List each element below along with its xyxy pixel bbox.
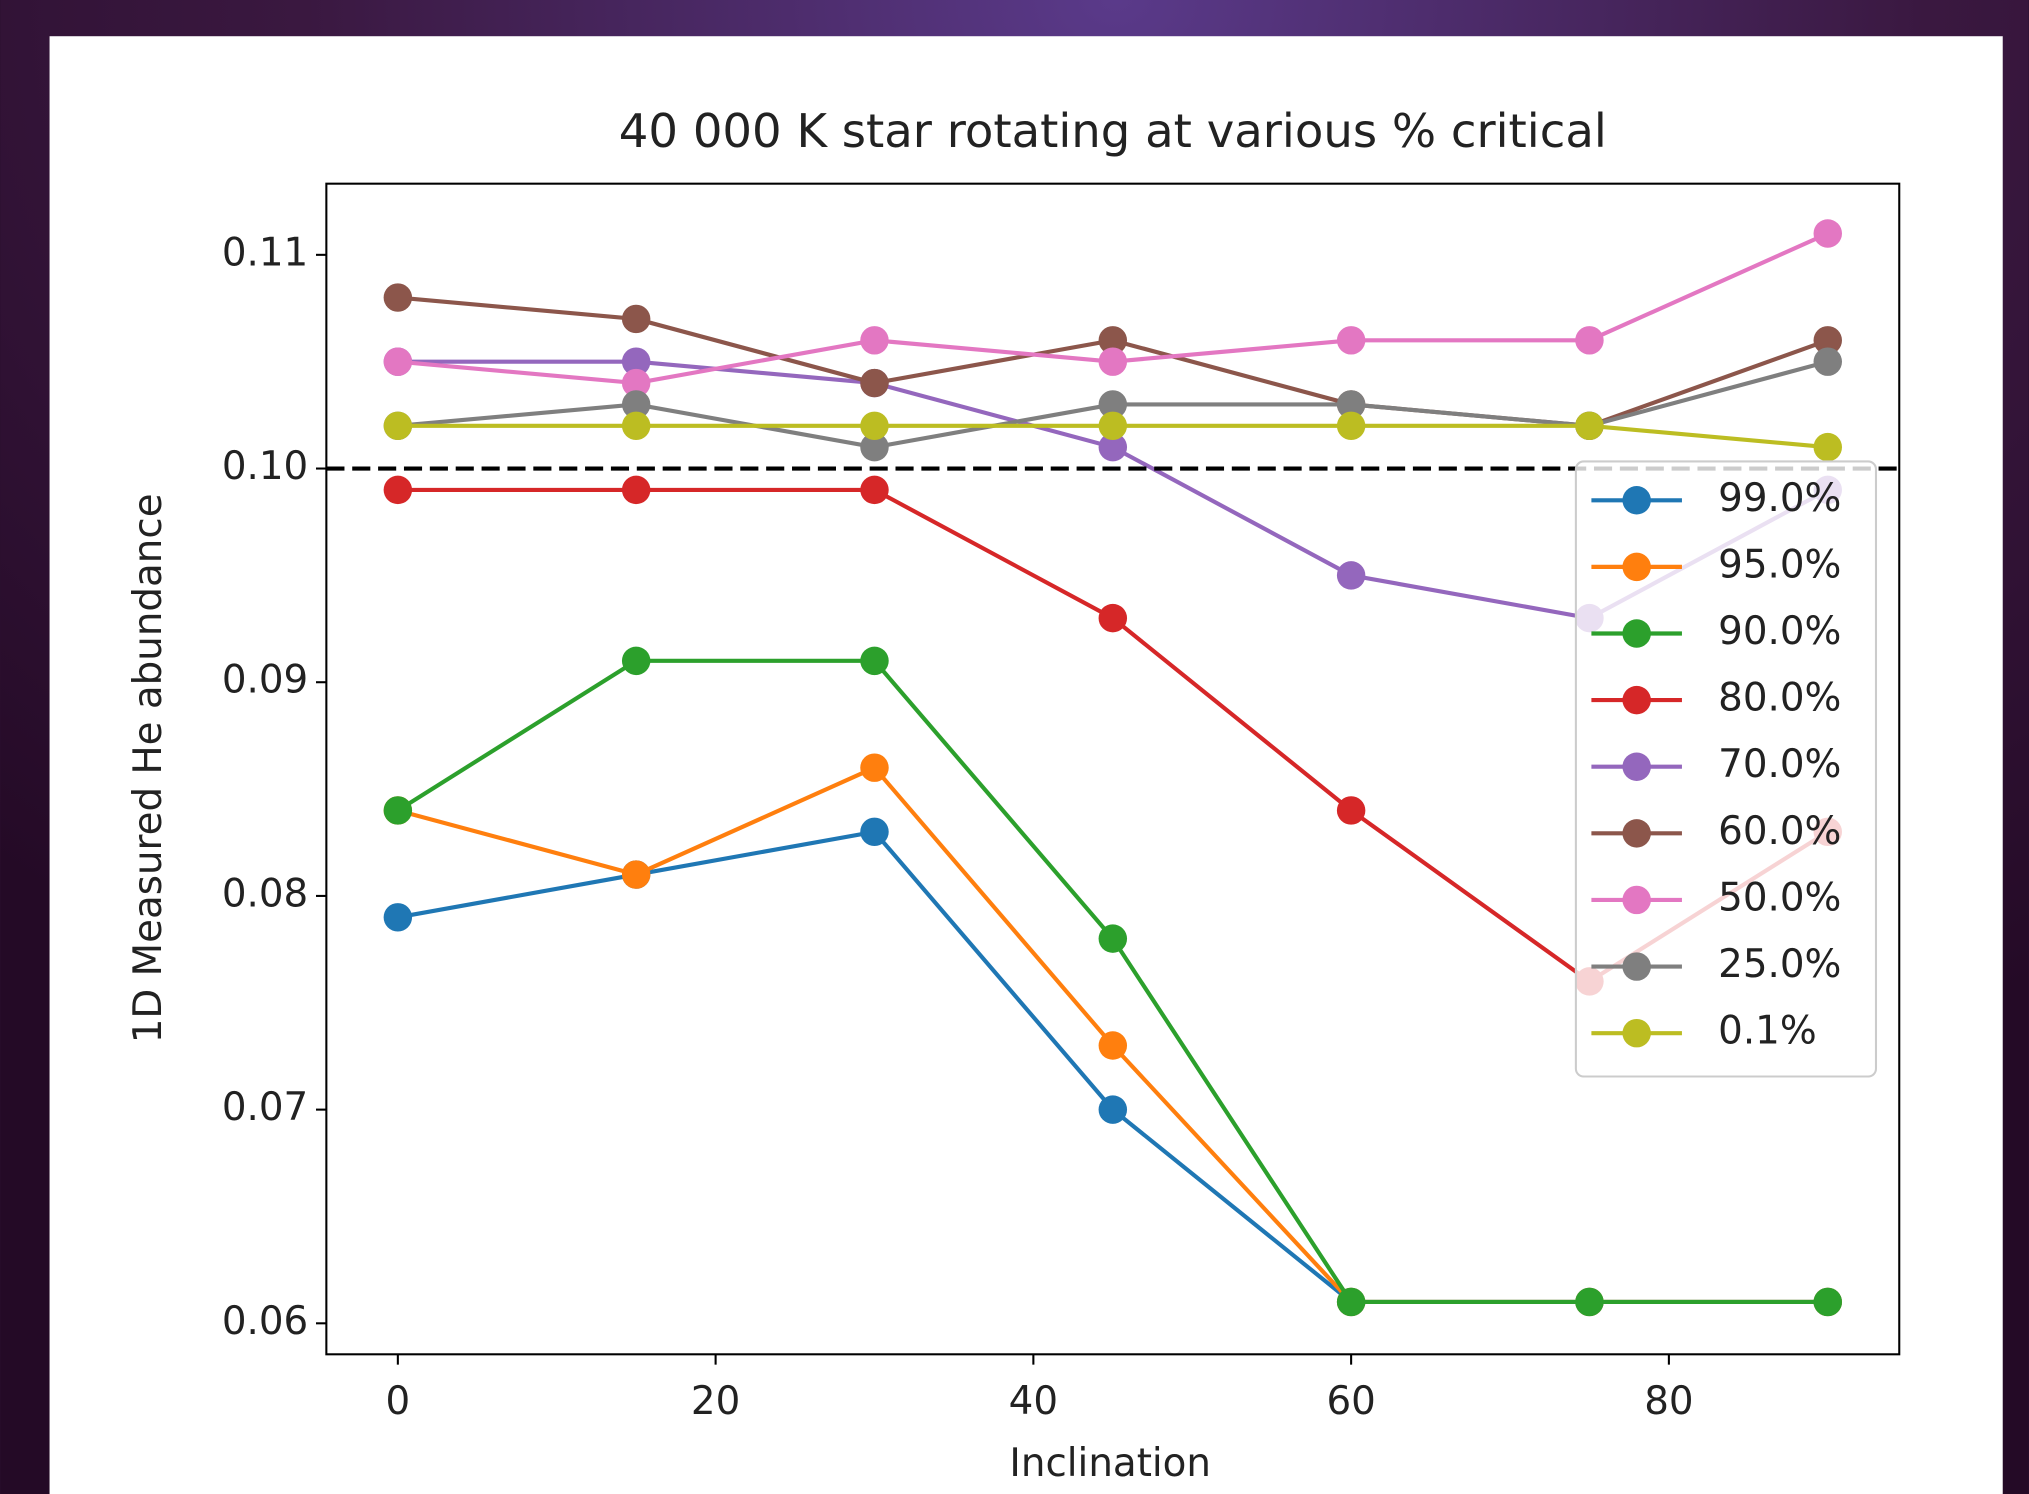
- series-marker: [621, 646, 651, 676]
- legend-label: 50.0%: [1718, 875, 1841, 920]
- series-marker: [1575, 411, 1604, 441]
- series-marker: [1098, 1095, 1128, 1124]
- series-marker: [1098, 603, 1128, 633]
- x-tick-label: 0: [386, 1379, 411, 1424]
- series-marker: [1336, 1287, 1366, 1317]
- legend-swatch-marker: [1622, 486, 1651, 515]
- legend-label: 70.0%: [1718, 742, 1841, 787]
- series-marker: [621, 390, 651, 419]
- series-marker: [860, 326, 889, 355]
- series-marker: [1575, 326, 1604, 355]
- series-marker: [1098, 924, 1128, 953]
- legend-swatch-marker: [1622, 952, 1651, 981]
- x-tick-label: 60: [1326, 1379, 1375, 1424]
- series-marker: [621, 368, 651, 398]
- legend-label: 25.0%: [1718, 942, 1841, 987]
- legend-label: 95.0%: [1718, 542, 1841, 587]
- series-marker: [860, 368, 889, 398]
- y-tick-label: 0.09: [222, 658, 308, 703]
- y-tick-label: 0.07: [222, 1085, 308, 1130]
- series-marker: [621, 304, 651, 334]
- series-marker: [1813, 1287, 1842, 1317]
- y-axis-label: 1D Measured He abundance: [126, 493, 171, 1043]
- x-tick-label: 20: [691, 1379, 740, 1424]
- legend-swatch-marker: [1622, 819, 1651, 848]
- legend-label: 80.0%: [1718, 676, 1841, 721]
- series-marker: [860, 411, 889, 441]
- series-marker: [1098, 390, 1128, 419]
- series-marker: [1336, 561, 1366, 590]
- series-marker: [621, 347, 651, 376]
- series-marker: [1813, 432, 1842, 462]
- legend-swatch-marker: [1622, 752, 1651, 781]
- series-marker: [383, 796, 413, 825]
- chart-title: 40 000 K star rotating at various % crit…: [619, 104, 1607, 158]
- series-marker: [860, 817, 889, 847]
- series-marker: [1813, 219, 1842, 248]
- legend-swatch-marker: [1622, 552, 1651, 582]
- series-marker: [860, 432, 889, 462]
- series-marker: [860, 646, 889, 676]
- legend-label: 99.0%: [1718, 476, 1841, 521]
- series-marker: [1098, 411, 1128, 441]
- series-marker: [1575, 1287, 1604, 1317]
- x-axis-label: Inclination: [1009, 1441, 1211, 1486]
- series-marker: [860, 475, 889, 505]
- legend-swatch-marker: [1622, 619, 1651, 648]
- series-marker: [1813, 347, 1842, 376]
- series-marker: [1813, 326, 1842, 355]
- series-marker: [1098, 347, 1128, 376]
- y-tick-label: 0.11: [222, 230, 308, 275]
- x-tick-label: 40: [1009, 1379, 1058, 1424]
- series-marker: [860, 753, 889, 782]
- series-marker: [621, 475, 651, 505]
- series-marker: [1336, 411, 1366, 441]
- series-marker: [1336, 796, 1366, 825]
- legend-box: [1574, 460, 1878, 1078]
- series-marker: [1336, 390, 1366, 419]
- legend-label: 0.1%: [1718, 1009, 1817, 1054]
- y-tick-label: 0.10: [222, 444, 308, 489]
- legend-swatch-marker: [1622, 685, 1651, 715]
- series-marker: [1098, 432, 1128, 462]
- legend-swatch-marker: [1622, 885, 1651, 915]
- series-marker: [1098, 1031, 1128, 1060]
- series-marker: [621, 860, 651, 889]
- series-marker: [621, 411, 651, 441]
- series-marker: [1098, 326, 1128, 355]
- y-tick-label: 0.08: [222, 871, 308, 916]
- series-marker: [383, 283, 413, 312]
- legend-label: 60.0%: [1718, 809, 1841, 854]
- series-marker: [383, 411, 413, 441]
- x-tick-label: 80: [1644, 1379, 1693, 1424]
- series-marker: [383, 903, 413, 932]
- legend-label: 90.0%: [1718, 609, 1841, 654]
- series-marker: [383, 347, 413, 376]
- series-marker: [1336, 326, 1366, 355]
- legend-swatch-marker: [1622, 1018, 1651, 1048]
- series-marker: [383, 475, 413, 505]
- y-tick-label: 0.06: [222, 1299, 308, 1344]
